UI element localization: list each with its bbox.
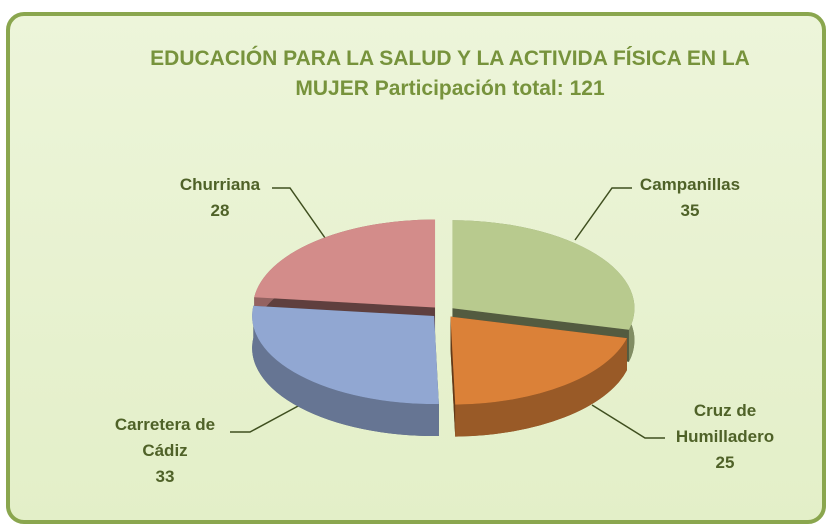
leader-line [574,187,632,241]
label-value: 25 [715,453,735,472]
slice-side [450,316,456,437]
data-label: Cruz de Humilladero 25 [660,398,790,476]
data-label: Carretera de Cádiz 33 [100,412,230,490]
slice-rim [252,305,439,437]
chart-title: EDUCACIÓN PARA LA SALUD Y LA ACTIVIDA FÍ… [150,47,750,100]
label-value: 28 [210,201,230,220]
label-name: Carretera de Cádiz [114,415,216,460]
leader-line [272,187,331,246]
leader-line [230,404,301,433]
slice-top [452,220,635,330]
data-label: Churriana 28 [150,172,290,224]
slice-top [252,305,439,405]
leader-lines [230,187,665,439]
slice-top [450,316,627,405]
label-value: 33 [155,467,175,486]
slice-top [254,219,436,308]
label-name: Cruz de Humilladero [675,401,775,446]
slice [450,316,627,437]
label-value: 35 [680,201,700,220]
slice [252,305,439,437]
data-label: Campanillas 35 [620,172,760,224]
leader-line [591,404,665,439]
label-name: Churriana [179,175,261,194]
label-name: Campanillas [639,175,741,194]
slice-rim [455,338,627,437]
